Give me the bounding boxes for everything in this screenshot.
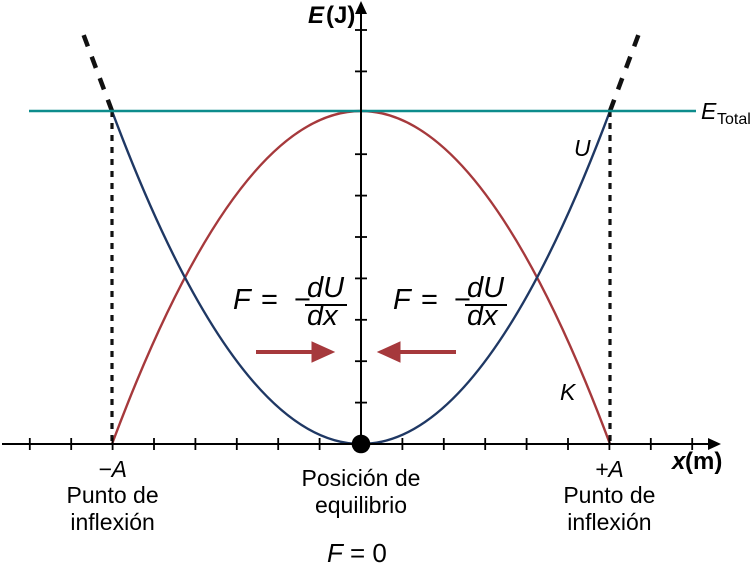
svg-text:F: F [393,284,413,316]
svg-text:inflexión: inflexión [567,509,651,535]
svg-text:Punto de: Punto de [67,482,159,508]
svg-text:Punto de: Punto de [563,482,655,508]
svg-text:dx: dx [467,300,499,332]
svg-text:equilibrio: equilibrio [315,492,407,518]
svg-text:F: F [233,284,253,316]
svg-text:= 0: = 0 [350,538,387,568]
svg-text:dx: dx [307,300,339,332]
svg-text:E: E [701,98,717,124]
svg-text:Total: Total [717,111,751,128]
svg-text:=: = [261,284,278,316]
svg-text:Posición de: Posición de [302,465,421,491]
svg-text:+A: +A [595,456,624,482]
svg-text:(J): (J) [326,2,355,29]
svg-text:−A: −A [98,456,127,482]
svg-text:E: E [308,2,325,29]
svg-text:U: U [574,135,591,161]
svg-text:(m): (m) [685,448,722,475]
svg-text:K: K [560,379,577,405]
svg-text:=: = [421,284,438,316]
svg-text:inflexión: inflexión [70,509,154,535]
svg-text:F: F [327,538,345,568]
